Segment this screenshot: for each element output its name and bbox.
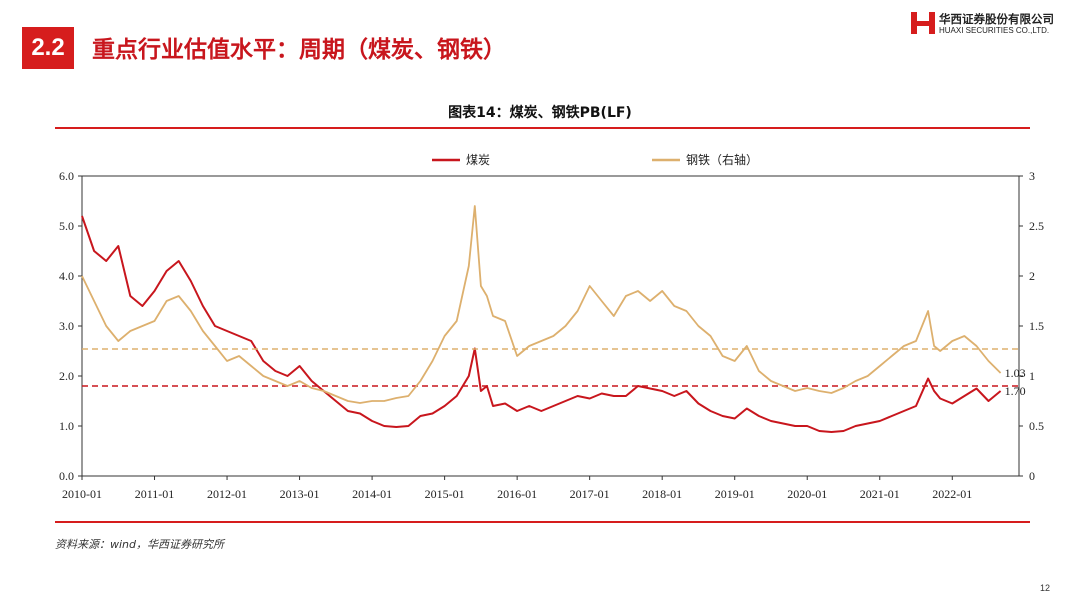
left-axis-tick-label: 4.0 xyxy=(59,269,74,283)
steel-last-value-label: 1.03 xyxy=(1005,366,1026,380)
right-axis-tick-label: 2.5 xyxy=(1029,219,1044,233)
left-axis-tick-label: 3.0 xyxy=(59,319,74,333)
left-axis-tick-label: 6.0 xyxy=(59,169,74,183)
x-axis-tick-label: 2021-01 xyxy=(860,487,900,501)
coal-last-value-label: 1.70 xyxy=(1005,384,1026,398)
x-axis-tick-label: 2015-01 xyxy=(425,487,465,501)
x-axis-tick-label: 2018-01 xyxy=(642,487,682,501)
title-rule xyxy=(55,127,1030,129)
right-axis-tick-label: 1.5 xyxy=(1029,319,1044,333)
footer-rule xyxy=(55,521,1030,523)
company-name-en: HUAXI SECURITIES CO.,LTD. xyxy=(939,26,1050,35)
coal-series-line xyxy=(81,215,1002,433)
right-axis-tick-label: 0 xyxy=(1029,469,1035,483)
x-axis-tick-label: 2020-01 xyxy=(787,487,827,501)
huaxi-logo-icon xyxy=(911,12,935,34)
x-axis-tick-label: 2011-01 xyxy=(135,487,175,501)
source-note: 资料来源：wind，华西证券研究所 xyxy=(55,538,225,551)
left-axis-tick-label: 2.0 xyxy=(59,369,74,383)
x-axis-tick-label: 2017-01 xyxy=(570,487,610,501)
page-number: 12 xyxy=(1040,583,1051,593)
right-axis-tick-label: 2 xyxy=(1029,269,1035,283)
legend-coal-label: 煤炭 xyxy=(466,153,490,167)
steel-series-line xyxy=(81,205,1002,404)
plot-frame xyxy=(81,175,1020,477)
x-axis-tick-label: 2012-01 xyxy=(207,487,247,501)
section-number-badge: 2.2 xyxy=(22,27,74,69)
x-axis-tick-label: 2010-01 xyxy=(62,487,102,501)
x-axis-tick-label: 2013-01 xyxy=(280,487,320,501)
left-axis-tick-label: 0.0 xyxy=(59,469,74,483)
page-title: 重点行业估值水平：周期（煤炭、钢铁） xyxy=(92,37,506,63)
left-axis-tick-label: 5.0 xyxy=(59,219,74,233)
right-axis-tick-label: 1 xyxy=(1029,369,1035,383)
left-axis-tick-label: 1.0 xyxy=(59,419,74,433)
company-name-cn: 华西证券股份有限公司 xyxy=(939,12,1054,26)
right-axis-tick-label: 3 xyxy=(1029,169,1035,183)
x-axis-tick-label: 2014-01 xyxy=(352,487,392,501)
right-axis-tick-label: 0.5 xyxy=(1029,419,1044,433)
chart-title: 图表14：煤炭、钢铁PB(LF) xyxy=(448,105,632,121)
company-logo: 华西证券股份有限公司 HUAXI SECURITIES CO.,LTD. xyxy=(910,10,1075,40)
x-axis-tick-label: 2022-01 xyxy=(932,487,972,501)
x-axis-tick-label: 2016-01 xyxy=(497,487,537,501)
x-axis-tick-label: 2019-01 xyxy=(715,487,755,501)
legend-steel-label: 钢铁（右轴） xyxy=(686,152,758,167)
